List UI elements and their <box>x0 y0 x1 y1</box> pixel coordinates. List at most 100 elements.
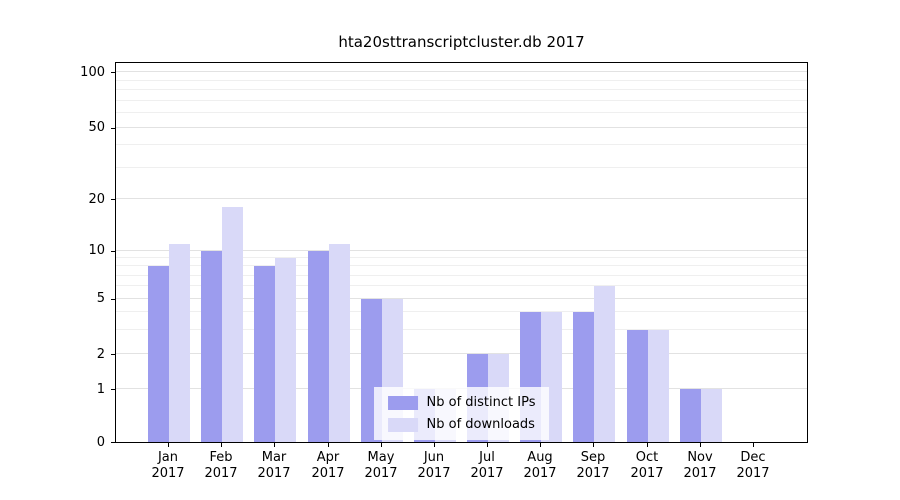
x-tick-month: Feb <box>209 450 233 465</box>
x-tick-label: Apr 2017 <box>291 450 365 482</box>
x-tick-label: Aug 2017 <box>503 450 577 482</box>
legend-swatch-downloads <box>387 417 418 432</box>
bar-downloads <box>594 286 615 442</box>
major-gridline <box>116 353 807 355</box>
x-tick-mark <box>381 443 382 447</box>
bar-distinct-ips <box>201 251 222 442</box>
legend-item-downloads: Nb of downloads <box>387 417 535 432</box>
y-tick-label: 0 <box>96 434 105 450</box>
minor-gridline <box>116 112 807 114</box>
y-axis-labels: 100 50 20 10 5 2 1 0 <box>0 63 105 450</box>
bar-downloads <box>648 330 669 442</box>
bar-distinct-ips <box>254 266 275 442</box>
major-gridline <box>116 249 807 251</box>
x-tick-month: Jan <box>157 450 179 465</box>
bar-downloads <box>701 389 722 442</box>
x-tick-month: Jun <box>423 450 445 465</box>
x-tick-mark <box>274 443 275 447</box>
x-tick-month: Jul <box>479 450 495 465</box>
y-tick-mark <box>111 250 115 252</box>
x-tick-mark <box>593 443 594 447</box>
legend-item-distinct-ips: Nb of distinct IPs <box>387 395 536 410</box>
x-tick-year: 2017 <box>204 466 238 481</box>
legend-label-distinct-ips: Nb of distinct IPs <box>426 395 536 410</box>
y-tick-label: 5 <box>96 291 105 307</box>
x-tick-label: May 2017 <box>344 450 418 482</box>
minor-gridline <box>116 144 807 146</box>
major-gridline <box>116 71 807 73</box>
x-tick-year: 2017 <box>364 466 398 481</box>
minor-gridline <box>116 257 807 259</box>
x-tick-mark <box>434 443 435 447</box>
x-tick-month: Oct <box>635 450 659 465</box>
x-tick-label: Feb 2017 <box>184 450 258 482</box>
minor-gridline <box>116 99 807 101</box>
x-tick-month: Nov <box>687 450 713 465</box>
major-gridline <box>116 297 807 299</box>
y-tick-label: 1 <box>96 381 105 397</box>
x-tick-mark <box>647 443 648 447</box>
y-tick-mark <box>111 72 115 74</box>
minor-gridline <box>116 265 807 267</box>
bar-downloads <box>222 207 243 442</box>
x-tick-mark <box>168 443 169 447</box>
y-tick-mark <box>111 389 115 391</box>
y-tick-mark <box>111 298 115 300</box>
y-tick-mark <box>111 354 115 356</box>
bar-distinct-ips <box>627 330 648 442</box>
x-tick-mark <box>221 443 222 447</box>
bar-distinct-ips <box>680 389 701 442</box>
y-tick-label: 100 <box>80 64 105 80</box>
plot-area: Nb of distinct IPs Nb of downloads <box>115 62 808 443</box>
x-tick-year: 2017 <box>683 466 717 481</box>
plot-inner <box>116 63 807 442</box>
legend: Nb of distinct IPs Nb of downloads <box>373 387 550 440</box>
chart-title: hta20sttranscriptcluster.db 2017 <box>338 33 585 51</box>
bar-distinct-ips <box>148 266 169 442</box>
y-tick-label: 2 <box>96 346 105 362</box>
x-tick-year: 2017 <box>576 466 610 481</box>
x-tick-mark <box>700 443 701 447</box>
x-tick-year: 2017 <box>470 466 504 481</box>
bar-distinct-ips <box>573 312 594 442</box>
x-tick-label: Sep 2017 <box>556 450 630 482</box>
x-tick-year: 2017 <box>311 466 345 481</box>
x-tick-year: 2017 <box>630 466 664 481</box>
y-tick-label: 10 <box>88 243 105 259</box>
x-tick-mark <box>540 443 541 447</box>
x-tick-month: Apr <box>316 450 340 465</box>
bar-downloads <box>275 258 296 442</box>
bar-distinct-ips <box>308 251 329 442</box>
x-tick-label: Dec 2017 <box>716 450 790 482</box>
minor-gridline <box>116 89 807 91</box>
minor-gridline <box>116 328 807 330</box>
legend-swatch-distinct-ips <box>387 395 418 410</box>
x-tick-month: Aug <box>527 450 553 465</box>
y-tick-label: 20 <box>88 191 105 207</box>
x-tick-label: Jan 2017 <box>131 450 205 482</box>
minor-gridline <box>116 274 807 276</box>
x-tick-label: Jun 2017 <box>397 450 471 482</box>
x-tick-year: 2017 <box>151 466 185 481</box>
x-tick-year: 2017 <box>417 466 451 481</box>
x-tick-label: Mar 2017 <box>237 450 311 482</box>
bar-downloads <box>169 244 190 442</box>
y-tick-mark <box>111 199 115 201</box>
legend-label-downloads: Nb of downloads <box>426 417 535 432</box>
x-tick-label: Oct 2017 <box>610 450 684 482</box>
y-tick-mark <box>111 127 115 129</box>
x-tick-mark <box>328 443 329 447</box>
y-tick-mark <box>111 442 115 443</box>
x-tick-month: Mar <box>261 450 287 465</box>
x-tick-year: 2017 <box>257 466 291 481</box>
x-tick-mark <box>487 443 488 447</box>
minor-gridline <box>116 285 807 287</box>
minor-gridline <box>116 79 807 81</box>
minor-gridline <box>116 311 807 313</box>
y-tick-label: 50 <box>88 120 105 136</box>
x-tick-mark <box>753 443 754 447</box>
x-tick-label: Nov 2017 <box>663 450 737 482</box>
x-tick-year: 2017 <box>736 466 770 481</box>
minor-gridline <box>116 166 807 168</box>
